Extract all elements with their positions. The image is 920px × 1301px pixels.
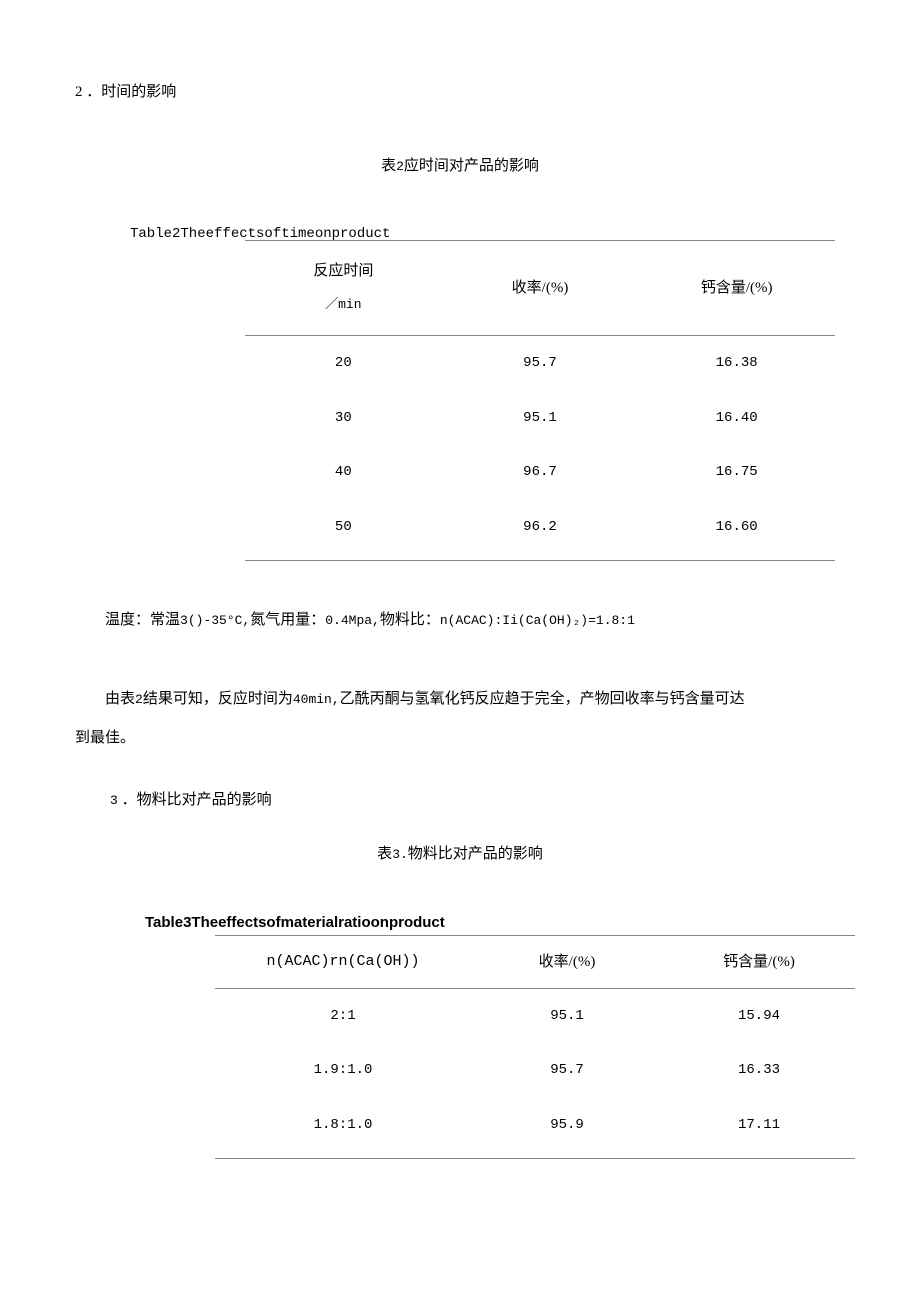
table-2: 反应时间 ／min 收率/(%) 钙含量/(%) 20 95.7 16.38 3… (245, 240, 835, 561)
cell-ca: 16.60 (638, 500, 835, 561)
title-num: 2 (396, 159, 404, 174)
p1-temp: 3()-35°C, (180, 613, 250, 628)
section-number: 2 (75, 84, 83, 100)
col-ca: 钙含量/(%) (638, 241, 835, 336)
section-2-heading: 2 ．时间的影响 (75, 80, 845, 104)
p2-num: 2 (135, 692, 143, 707)
p2-time: 40min, (293, 692, 340, 707)
paragraph-conclusion: 由表2结果可知，反应时间为40min,乙酰丙酮与氢氧化钙反应趋于完全，产物回收率… (75, 680, 845, 758)
col1-line1: 反应时间 (313, 263, 373, 279)
section-title: ．物料比对产品的影响 (122, 792, 272, 808)
cell-yield: 96.7 (442, 445, 639, 499)
cell-yield: 95.7 (442, 336, 639, 391)
cell-yield: 95.1 (442, 391, 639, 445)
cell-ratio: 2:1 (215, 988, 471, 1043)
cell-ca: 15.94 (663, 988, 855, 1043)
paragraph-conditions: 温度：常温3()-35°C,氮气用量：0.4Mpa,物料比：n(ACAC):Ii… (75, 601, 845, 640)
table-row: 50 96.2 16.60 (245, 500, 835, 561)
cell-yield: 95.1 (471, 988, 663, 1043)
p2-c: 乙酰丙酮与氢氧化钙反应趋于完全，产物回收率与钙含量可达 (340, 691, 745, 707)
cell-ca: 17.11 (663, 1098, 855, 1159)
col-time: 反应时间 ／min (245, 241, 442, 336)
cell-time: 50 (245, 500, 442, 561)
title-suffix: 物料比对产品的影响 (408, 846, 543, 862)
table-3-caption: Table3Theeffectsofmaterialratioonproduct (145, 911, 845, 935)
p1-pressure: 0.4Mpa, (325, 613, 380, 628)
title-prefix: 表 (381, 158, 396, 174)
cell-ca: 16.40 (638, 391, 835, 445)
p2-a: 由表 (105, 691, 135, 707)
cell-yield: 96.2 (442, 500, 639, 561)
cell-yield: 95.9 (471, 1098, 663, 1159)
cell-time: 40 (245, 445, 442, 499)
p2-b: 结果可知，反应时间为 (143, 691, 293, 707)
cell-ca: 16.38 (638, 336, 835, 391)
cell-ratio: 1.9:1.0 (215, 1043, 471, 1097)
section-title: ．时间的影响 (86, 84, 176, 100)
table-header-row: n(ACAC)rn(Ca(OH)) 收率/(%) 钙含量/(%) (215, 935, 855, 988)
col-ca: 钙含量/(%) (663, 935, 855, 988)
cell-time: 30 (245, 391, 442, 445)
table-row: 2:1 95.1 15.94 (215, 988, 855, 1043)
table-row: 1.8:1.0 95.9 17.11 (215, 1098, 855, 1159)
cell-ca: 16.33 (663, 1043, 855, 1097)
cell-ca: 16.75 (638, 445, 835, 499)
title-num: 3. (392, 847, 408, 862)
col1-line2: ／min (325, 297, 361, 312)
title-suffix: 应时间对产品的影响 (404, 158, 539, 174)
p2-line2: 到最佳。 (75, 730, 135, 746)
table-row: 30 95.1 16.40 (245, 391, 835, 445)
table-2-title: 表2应时间对产品的影响 (75, 154, 845, 178)
col-yield: 收率/(%) (442, 241, 639, 336)
table-row: 20 95.7 16.38 (245, 336, 835, 391)
p1-mid: 氮气用量： (250, 612, 325, 628)
table-3: n(ACAC)rn(Ca(OH)) 收率/(%) 钙含量/(%) 2:1 95.… (215, 935, 855, 1159)
table-header-row: 反应时间 ／min 收率/(%) 钙含量/(%) (245, 241, 835, 336)
cell-time: 20 (245, 336, 442, 391)
table-row: 40 96.7 16.75 (245, 445, 835, 499)
col-ratio: n(ACAC)rn(Ca(OH)) (215, 935, 471, 988)
section-3-heading: 3 ．物料比对产品的影响 (110, 788, 845, 812)
cell-yield: 95.7 (471, 1043, 663, 1097)
title-prefix: 表 (377, 846, 392, 862)
cell-ratio: 1.8:1.0 (215, 1098, 471, 1159)
table-3-title: 表3.物料比对产品的影响 (75, 842, 845, 866)
p1-prefix: 温度：常温 (105, 612, 180, 628)
p1-ratio-label: 物料比： (380, 612, 440, 628)
section-number: 3 (110, 793, 118, 808)
col-yield: 收率/(%) (471, 935, 663, 988)
p1-ratio: n(ACAC):Ii(Ca(OH)₂)=1.8:1 (440, 613, 635, 628)
table-row: 1.9:1.0 95.7 16.33 (215, 1043, 855, 1097)
